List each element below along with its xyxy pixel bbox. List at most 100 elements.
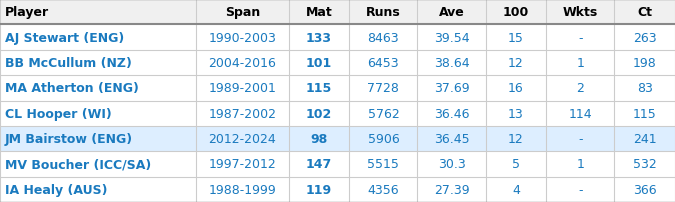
Bar xyxy=(546,101,614,126)
Bar xyxy=(485,50,546,76)
Bar xyxy=(417,177,485,202)
Bar xyxy=(485,152,546,177)
Text: Mat: Mat xyxy=(306,6,332,19)
Text: 4: 4 xyxy=(512,183,520,196)
Text: 2: 2 xyxy=(576,82,584,95)
Text: 30.3: 30.3 xyxy=(437,158,465,171)
Bar xyxy=(196,50,289,76)
Bar xyxy=(350,25,417,50)
Bar xyxy=(350,0,417,25)
Text: 2012-2024: 2012-2024 xyxy=(209,132,276,145)
Bar xyxy=(289,101,350,126)
Text: -: - xyxy=(578,183,583,196)
Text: Runs: Runs xyxy=(366,6,401,19)
Bar xyxy=(196,152,289,177)
Bar xyxy=(417,101,485,126)
Bar xyxy=(289,25,350,50)
Bar xyxy=(614,0,675,25)
Text: 36.46: 36.46 xyxy=(434,107,469,120)
Text: BB McCullum (NZ): BB McCullum (NZ) xyxy=(5,57,132,70)
Bar xyxy=(0,101,196,126)
Text: 27.39: 27.39 xyxy=(433,183,469,196)
Bar xyxy=(614,152,675,177)
Bar xyxy=(0,50,196,76)
Bar xyxy=(417,152,485,177)
Text: 198: 198 xyxy=(632,57,657,70)
Text: 12: 12 xyxy=(508,132,524,145)
Bar xyxy=(417,126,485,152)
Bar xyxy=(196,177,289,202)
Bar xyxy=(350,126,417,152)
Text: 16: 16 xyxy=(508,82,524,95)
Bar xyxy=(417,76,485,101)
Text: -: - xyxy=(578,132,583,145)
Bar xyxy=(289,126,350,152)
Text: 83: 83 xyxy=(637,82,653,95)
Bar xyxy=(485,126,546,152)
Text: 114: 114 xyxy=(568,107,592,120)
Text: 241: 241 xyxy=(633,132,657,145)
Text: 2004-2016: 2004-2016 xyxy=(209,57,276,70)
Bar xyxy=(546,25,614,50)
Text: 532: 532 xyxy=(632,158,657,171)
Bar xyxy=(196,0,289,25)
Text: 1997-2012: 1997-2012 xyxy=(209,158,276,171)
Bar xyxy=(196,126,289,152)
Bar xyxy=(485,76,546,101)
Bar xyxy=(350,101,417,126)
Bar xyxy=(614,25,675,50)
Bar xyxy=(289,0,350,25)
Text: 133: 133 xyxy=(306,31,332,44)
Text: 4356: 4356 xyxy=(368,183,399,196)
Text: 115: 115 xyxy=(632,107,657,120)
Text: -: - xyxy=(578,31,583,44)
Bar xyxy=(614,76,675,101)
Text: 7728: 7728 xyxy=(367,82,400,95)
Bar xyxy=(350,177,417,202)
Text: JM Bairstow (ENG): JM Bairstow (ENG) xyxy=(5,132,133,145)
Bar xyxy=(546,126,614,152)
Text: 12: 12 xyxy=(508,57,524,70)
Text: 115: 115 xyxy=(306,82,332,95)
Text: 1990-2003: 1990-2003 xyxy=(209,31,276,44)
Bar xyxy=(0,76,196,101)
Text: 366: 366 xyxy=(633,183,657,196)
Bar xyxy=(196,76,289,101)
Text: Wkts: Wkts xyxy=(563,6,598,19)
Bar xyxy=(485,25,546,50)
Bar xyxy=(614,177,675,202)
Text: 15: 15 xyxy=(508,31,524,44)
Text: 5906: 5906 xyxy=(367,132,400,145)
Bar xyxy=(485,101,546,126)
Bar xyxy=(546,152,614,177)
Bar xyxy=(0,25,196,50)
Text: MA Atherton (ENG): MA Atherton (ENG) xyxy=(5,82,138,95)
Bar xyxy=(289,50,350,76)
Text: 38.64: 38.64 xyxy=(433,57,469,70)
Text: CL Hooper (WI): CL Hooper (WI) xyxy=(5,107,111,120)
Text: 39.54: 39.54 xyxy=(433,31,469,44)
Text: 147: 147 xyxy=(306,158,332,171)
Text: Span: Span xyxy=(225,6,260,19)
Bar xyxy=(289,152,350,177)
Bar xyxy=(350,152,417,177)
Text: 101: 101 xyxy=(306,57,332,70)
Text: 102: 102 xyxy=(306,107,332,120)
Bar xyxy=(546,50,614,76)
Bar xyxy=(196,101,289,126)
Bar xyxy=(417,25,485,50)
Bar xyxy=(0,152,196,177)
Bar xyxy=(546,0,614,25)
Text: 1989-2001: 1989-2001 xyxy=(209,82,276,95)
Bar xyxy=(196,25,289,50)
Text: IA Healy (AUS): IA Healy (AUS) xyxy=(5,183,107,196)
Bar xyxy=(289,177,350,202)
Text: 6453: 6453 xyxy=(368,57,399,70)
Text: Ave: Ave xyxy=(439,6,464,19)
Text: Player: Player xyxy=(5,6,49,19)
Text: MV Boucher (ICC/SA): MV Boucher (ICC/SA) xyxy=(5,158,151,171)
Text: 1987-2002: 1987-2002 xyxy=(209,107,276,120)
Text: 8463: 8463 xyxy=(368,31,399,44)
Text: 100: 100 xyxy=(503,6,529,19)
Bar xyxy=(546,76,614,101)
